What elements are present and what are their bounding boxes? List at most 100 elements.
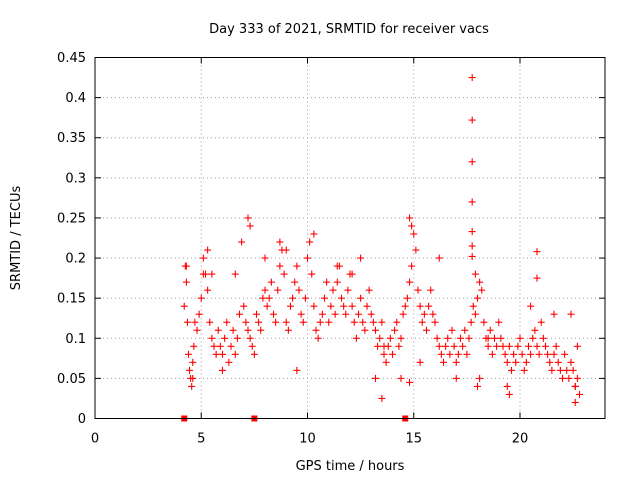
data-point — [401, 302, 409, 310]
data-point — [348, 302, 356, 310]
data-point — [340, 302, 348, 310]
data-point — [312, 326, 320, 334]
data-point — [246, 222, 254, 230]
data-point — [503, 358, 511, 366]
data-point — [216, 342, 224, 350]
data-point — [274, 286, 282, 294]
data-point — [363, 302, 371, 310]
data-point — [468, 198, 476, 206]
data-point — [229, 326, 237, 334]
plot-frame — [94, 57, 606, 419]
data-point — [474, 382, 481, 390]
data-point — [238, 238, 246, 246]
data-point — [182, 278, 190, 286]
data-point — [310, 302, 318, 310]
data-point — [367, 310, 375, 318]
y-tick-label: 0 — [78, 412, 86, 427]
data-point — [488, 350, 496, 358]
data-point — [191, 318, 199, 326]
data-point — [546, 358, 554, 366]
data-point — [452, 358, 460, 366]
x-tick-label: 10 — [299, 432, 316, 447]
data-point — [310, 230, 318, 238]
data-point — [248, 342, 256, 350]
data-point — [550, 310, 558, 318]
data-point — [206, 318, 214, 326]
data-point — [437, 350, 445, 358]
y-tick-label: 0.35 — [57, 131, 86, 146]
data-point — [561, 350, 569, 358]
data-point — [352, 334, 360, 342]
data-point — [188, 382, 196, 390]
data-point — [459, 342, 467, 350]
data-point — [457, 334, 464, 342]
data-point — [463, 350, 471, 358]
data-point — [199, 270, 207, 278]
data-point — [550, 350, 558, 358]
data-point — [559, 374, 566, 382]
data-point — [471, 310, 479, 318]
data-point — [499, 342, 507, 350]
data-point — [225, 358, 233, 366]
data-point — [450, 342, 458, 350]
data-point — [257, 326, 265, 334]
data-point — [357, 254, 365, 262]
data-point — [197, 294, 205, 302]
data-point — [533, 274, 541, 282]
data-point — [416, 358, 424, 366]
data-point — [505, 390, 513, 398]
data-point — [565, 374, 573, 382]
data-point — [573, 342, 581, 350]
data-point — [397, 374, 405, 382]
data-point — [199, 254, 207, 262]
data-point — [408, 222, 416, 230]
data-point — [391, 326, 399, 334]
chart-title: Day 333 of 2021, SRMTID for receiver vac… — [209, 22, 489, 37]
x-axis-label: GPS time / hours — [296, 459, 405, 474]
data-point — [195, 310, 203, 318]
data-point — [448, 326, 456, 334]
data-point — [350, 318, 358, 326]
data-point — [180, 302, 188, 310]
data-point — [484, 342, 492, 350]
data-point — [186, 366, 194, 374]
data-point — [468, 74, 476, 82]
data-point — [219, 366, 226, 374]
data-point — [573, 374, 581, 382]
data-point — [327, 302, 335, 310]
data-point — [259, 294, 267, 302]
data-point — [535, 350, 543, 358]
data-point — [478, 286, 486, 294]
data-point — [348, 270, 356, 278]
tick-layer: 0 0.05 0.1 0.15 0.2 0.25 0.3 0.35 0.4 0.45 0 5 10 15 2… — [57, 51, 605, 447]
data-point — [395, 342, 403, 350]
data-point — [425, 302, 433, 310]
data-point — [280, 270, 288, 278]
data-point — [533, 248, 541, 256]
data-point — [571, 398, 579, 406]
data-point — [282, 318, 290, 326]
y-tick-label: 0.4 — [65, 91, 86, 106]
data-point — [525, 342, 532, 350]
data-point — [542, 342, 549, 350]
data-point — [276, 262, 284, 270]
y-axis-label: SRMTID / TECUs — [9, 186, 24, 291]
data-point — [374, 342, 382, 350]
data-point — [376, 334, 384, 342]
x-tick-label: 20 — [512, 432, 529, 447]
x-tick-label: 5 — [197, 432, 205, 447]
data-point — [431, 318, 439, 326]
data-point — [382, 358, 390, 366]
data-point — [208, 334, 216, 342]
data-point — [471, 270, 479, 278]
data-point — [265, 294, 273, 302]
data-point — [357, 294, 365, 302]
data-point — [261, 254, 269, 262]
data-point — [261, 286, 269, 294]
data-point — [231, 270, 239, 278]
data-point — [219, 350, 226, 358]
data-point — [227, 342, 235, 350]
data-point — [544, 350, 552, 358]
data-point — [516, 334, 524, 342]
data-point — [423, 326, 430, 334]
